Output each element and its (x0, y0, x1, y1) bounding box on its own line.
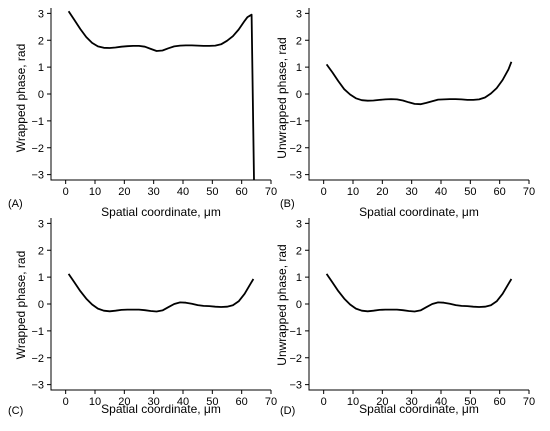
panel-c-ytick-label: 1 (38, 272, 44, 284)
panel-a-ytick-label: 1 (38, 62, 44, 74)
panel-d-ytick-label: −1 (289, 326, 302, 338)
panel-d-ytick-label: −3 (289, 380, 302, 392)
panel-d-xtick-label: 60 (494, 396, 506, 408)
panel-a-xtick-label: 50 (206, 186, 218, 198)
panel-b-axes (308, 8, 529, 181)
panel-c-xtick-label: 60 (236, 396, 248, 408)
panel-b-xtick-label: 70 (523, 186, 535, 198)
panel-d-plot: 0 10 20 30 40 50 60 70 −3 −2 −1 0 1 2 3 (289, 218, 535, 408)
panel-c-series-line (67, 273, 255, 313)
panel-b-series-line (325, 61, 513, 106)
panel-b-ytick-label: −3 (289, 170, 302, 182)
panel-c-ytick-label: 3 (38, 218, 44, 230)
panel-b-ytick-label: 3 (296, 8, 302, 20)
panel-d-xlabel: Spatial coordinate, μm (359, 402, 479, 416)
panel-c-xtick-label: 30 (148, 396, 160, 408)
panel-a-xtick-label: 10 (89, 186, 101, 198)
panel-b-xtick-label: 20 (376, 186, 388, 198)
panel-d-xtick-label: 40 (435, 396, 447, 408)
panel-c-xlabel: Spatial coordinate, μm (101, 402, 221, 416)
panel-d-series-line (325, 273, 513, 313)
panel-b-label: (B) (280, 198, 295, 210)
panel-a-ytick-label: −1 (31, 116, 44, 128)
panel-a-xtick-label: 60 (236, 186, 248, 198)
panel-c-ytick-label: −2 (31, 353, 44, 365)
panel-c-axes (50, 218, 271, 391)
panel-b-ytick-label: 0 (296, 89, 302, 101)
panel-c-label: (C) (8, 405, 23, 417)
panel-d-xtick-label: 70 (523, 396, 535, 408)
panel-c-ytick-label: 2 (38, 245, 44, 257)
panel-a-ylabel: Wrapped phase, rad (14, 44, 28, 153)
panel-c-xtick-label: 40 (177, 396, 189, 408)
panel-d-label: (D) (280, 405, 295, 417)
panel-c-ytick-label: −3 (31, 380, 44, 392)
panel-a-xtick-label: 40 (177, 186, 189, 198)
panel-b-ytick-label: 2 (296, 35, 302, 47)
panel-a-xlabel: Spatial coordinate, μm (101, 205, 221, 219)
panel-d-ytick-label: 3 (296, 218, 302, 230)
panel-c-ytick-label: 0 (38, 299, 44, 311)
panel-b-ylabel: Unwrapped phase, rad (275, 37, 289, 158)
panel-a-series-line (67, 10, 255, 181)
panel-b-xtick-label: 0 (321, 186, 327, 198)
panel-b-xlabel: Spatial coordinate, μm (359, 205, 479, 219)
panel-c-xtick-label: 10 (89, 396, 101, 408)
panel-a-plot: 0 10 20 30 40 50 60 70 −3 −2 −1 0 1 2 3 (31, 8, 277, 198)
panel-a-xtick-label: 70 (265, 186, 277, 198)
panel-d-xtick-label: 10 (347, 396, 359, 408)
panel-b-xtick-label: 50 (464, 186, 476, 198)
panel-b-ytick-label: 1 (296, 62, 302, 74)
panel-d-ytick-label: −2 (289, 353, 302, 365)
panel-a-axes (50, 8, 271, 181)
panel-a-xtick-label: 20 (118, 186, 130, 198)
panel-c-plot: 0 10 20 30 40 50 60 70 −3 −2 −1 0 1 2 3 (31, 218, 277, 408)
panel-d: (D) 0 10 20 30 40 50 60 70 −3 −2 −1 0 1 2 3 Spatial co… (275, 218, 535, 417)
panel-b-xtick-label: 10 (347, 186, 359, 198)
panel-c-xtick-label: 70 (265, 396, 277, 408)
panel-a: (A) 0 10 20 30 40 50 60 70 −3 −2 −1 0 1 2 3 Spatial co… (8, 8, 277, 219)
panel-d-xtick-label: 20 (376, 396, 388, 408)
panel-d-ytick-label: 2 (296, 245, 302, 257)
panel-a-label: (A) (8, 198, 23, 210)
panel-b-xtick-label: 30 (406, 186, 418, 198)
panel-a-ytick-label: 2 (38, 35, 44, 47)
panel-a-ytick-label: 3 (38, 8, 44, 20)
panel-a-ytick-label: −3 (31, 170, 44, 182)
panel-b-ytick-label: −2 (289, 143, 302, 155)
panel-a-ytick-label: 0 (38, 89, 44, 101)
panel-d-ylabel: Unwrapped phase, rad (275, 244, 289, 365)
panel-d-ytick-label: 1 (296, 272, 302, 284)
panel-a-xtick-label: 0 (63, 186, 69, 198)
panel-d-xtick-label: 30 (406, 396, 418, 408)
panel-d-ytick-label: 0 (296, 299, 302, 311)
panel-b: (B) 0 10 20 30 40 50 60 70 −3 −2 −1 0 1 2 3 Spatial co… (275, 8, 535, 219)
panel-b-ytick-label: −1 (289, 116, 302, 128)
panel-d-xtick-label: 50 (464, 396, 476, 408)
panel-c-xtick-label: 50 (206, 396, 218, 408)
panel-a-xtick-label: 30 (148, 186, 160, 198)
panel-c: (C) 0 10 20 30 40 50 60 70 −3 −2 −1 0 1 2 3 Spatial co… (8, 218, 277, 417)
panel-b-plot: 0 10 20 30 40 50 60 70 −3 −2 −1 0 1 2 3 (289, 8, 535, 198)
panel-d-xtick-label: 0 (321, 396, 327, 408)
panel-a-ytick-label: −2 (31, 143, 44, 155)
panel-d-axes (308, 218, 529, 391)
panel-c-ylabel: Wrapped phase, rad (14, 251, 28, 360)
panel-c-ytick-label: −1 (31, 326, 44, 338)
panel-b-xtick-label: 60 (494, 186, 506, 198)
panel-b-xtick-label: 40 (435, 186, 447, 198)
panel-c-xtick-label: 0 (63, 396, 69, 408)
panel-c-xtick-label: 20 (118, 396, 130, 408)
